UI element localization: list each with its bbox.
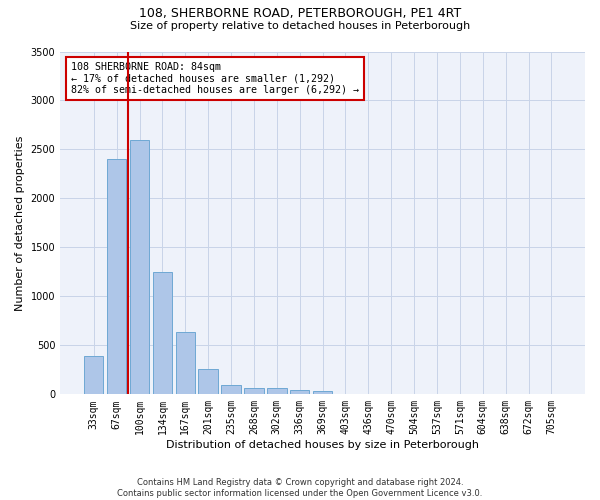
Bar [267,388,287,394]
Bar [199,369,218,394]
Text: 108, SHERBORNE ROAD, PETERBOROUGH, PE1 4RT: 108, SHERBORNE ROAD, PETERBOROUGH, PE1 4… [139,8,461,20]
Bar [130,140,149,394]
Bar [244,388,263,394]
Y-axis label: Number of detached properties: Number of detached properties [15,135,25,310]
Text: Size of property relative to detached houses in Peterborough: Size of property relative to detached ho… [130,21,470,31]
Bar [176,332,195,394]
X-axis label: Distribution of detached houses by size in Peterborough: Distribution of detached houses by size … [166,440,479,450]
Bar [221,384,241,394]
Bar [313,392,332,394]
Bar [290,390,310,394]
Bar [84,356,103,395]
Text: Contains HM Land Registry data © Crown copyright and database right 2024.
Contai: Contains HM Land Registry data © Crown c… [118,478,482,498]
Bar [107,159,127,394]
Bar [152,272,172,394]
Text: 108 SHERBORNE ROAD: 84sqm
← 17% of detached houses are smaller (1,292)
82% of se: 108 SHERBORNE ROAD: 84sqm ← 17% of detac… [71,62,359,95]
